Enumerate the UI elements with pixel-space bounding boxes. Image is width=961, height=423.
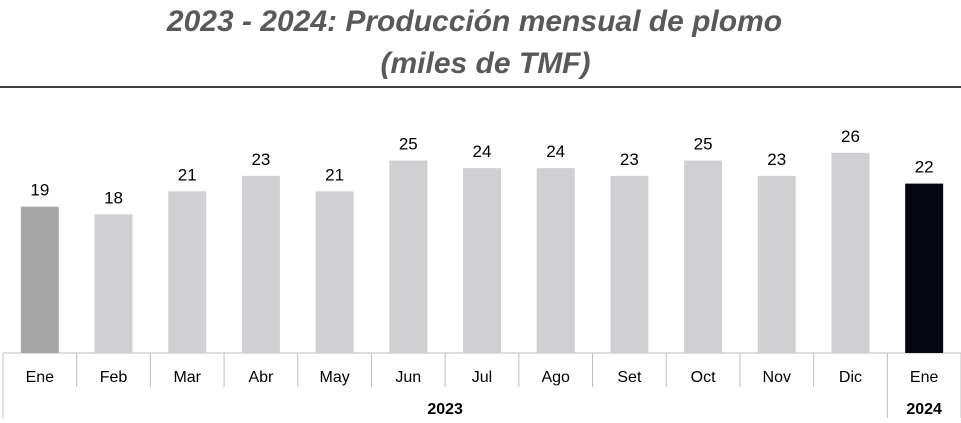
value-label: 25 [694,135,713,154]
bar-may-4 [315,191,354,353]
title-divider [0,86,961,88]
value-label: 25 [399,135,418,154]
bar-ago-7 [536,168,575,353]
chart-subtitle: (miles de TMF) [380,47,591,80]
category-label: Ene [910,369,939,386]
chart-title: 2023 - 2024: Producción mensual de plomo [166,5,783,38]
category-label: Nov [763,369,791,386]
value-label: 23 [767,150,786,169]
bar-jul-6 [463,168,501,353]
value-label: 18 [104,188,123,207]
category-label: Jul [472,369,492,386]
category-label: Set [617,369,642,386]
value-label: 21 [178,165,197,184]
value-label: 21 [325,165,344,184]
bar-feb-1 [94,214,133,353]
value-label: 23 [620,150,639,169]
category-label: Jun [395,369,421,386]
bar-dic-11 [831,152,870,353]
value-label: 23 [251,150,270,169]
bar-oct-9 [684,160,723,353]
category-label: Ene [26,369,55,386]
category-label: Ago [541,369,570,386]
bar-ene-12 [905,183,944,353]
value-label: 26 [841,127,860,146]
bar-abr-3 [241,175,280,353]
category-label: Abr [248,369,274,386]
value-label: 19 [30,181,49,200]
year-label: 2023 [427,401,463,418]
bar-nov-10 [757,175,796,353]
year-label: 2024 [906,401,942,418]
bar-set-8 [610,175,649,353]
value-label: 24 [546,142,565,161]
category-label: Feb [100,369,128,386]
bar-mar-2 [168,191,207,353]
category-label: Oct [691,369,716,386]
bar-ene-0 [20,206,59,353]
category-label: May [319,369,349,386]
value-label: 22 [915,158,934,177]
bar-jun-5 [389,160,428,353]
category-label: Mar [173,369,201,386]
category-label: Dic [839,369,862,386]
value-label: 24 [473,142,492,161]
